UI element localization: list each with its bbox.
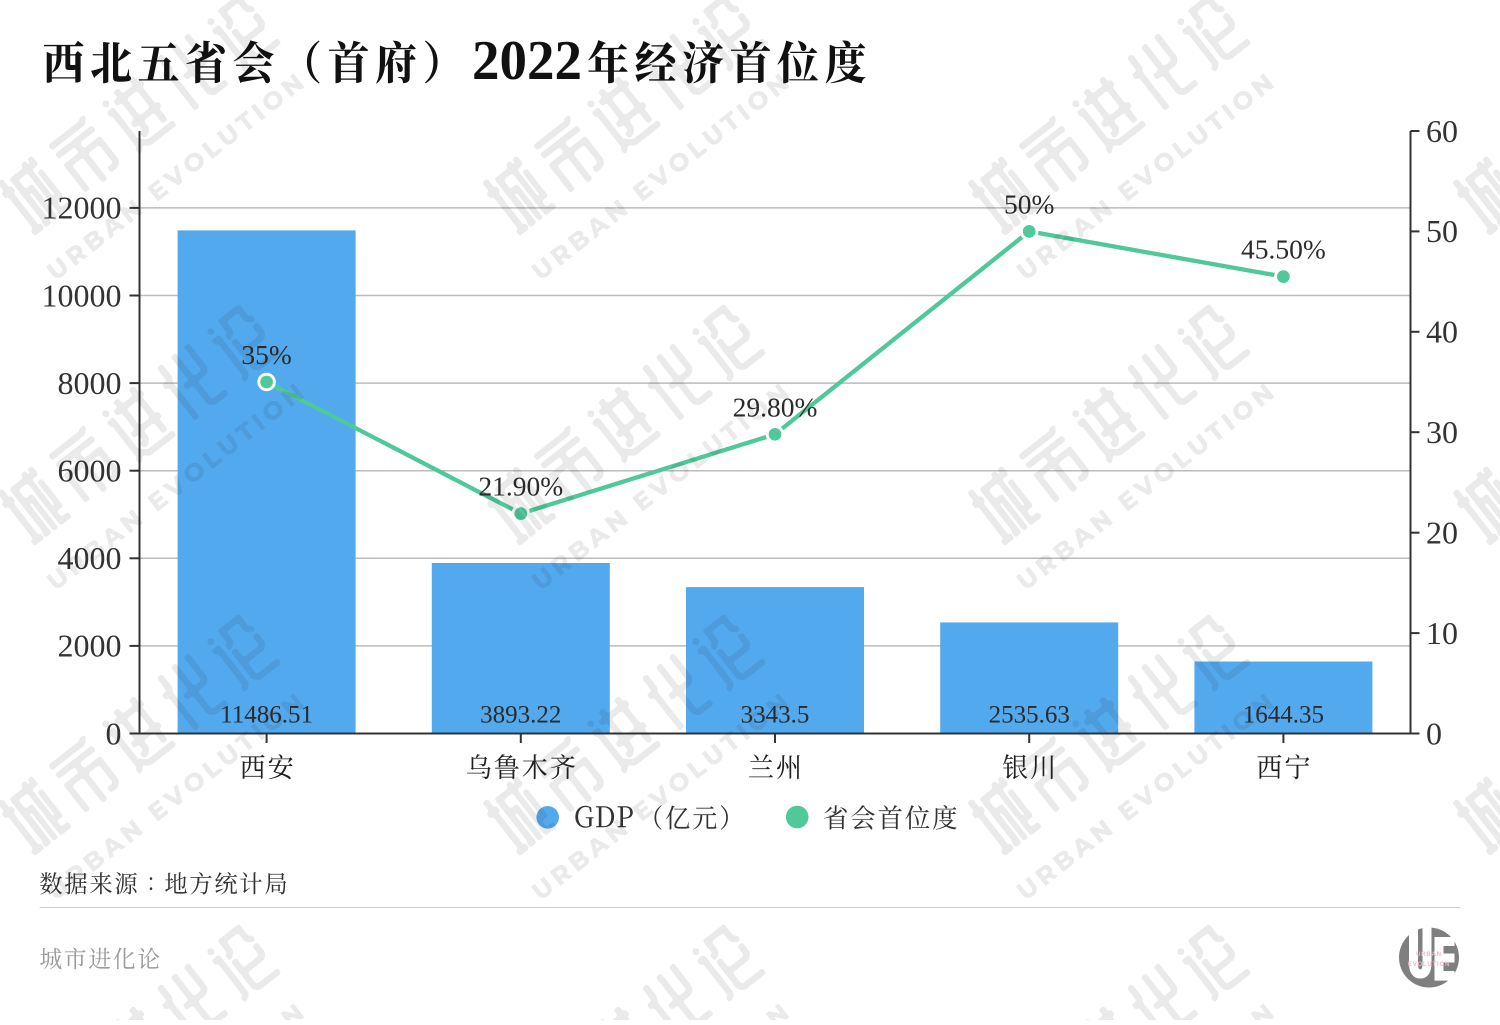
svg-text:10: 10 — [1426, 615, 1458, 651]
svg-text:45.50%: 45.50% — [1241, 234, 1326, 265]
svg-text:EVOLUTION: EVOLUTION — [1408, 962, 1450, 968]
svg-text:40: 40 — [1426, 314, 1458, 350]
svg-text:50: 50 — [1426, 213, 1458, 249]
svg-text:8000: 8000 — [58, 365, 122, 401]
svg-text:20: 20 — [1426, 515, 1458, 551]
svg-text:0: 0 — [1426, 715, 1442, 751]
svg-text:30: 30 — [1426, 414, 1458, 450]
svg-text:URBAN: URBAN — [1416, 952, 1442, 958]
svg-text:10000: 10000 — [42, 277, 122, 313]
svg-text:3893.22: 3893.22 — [480, 702, 561, 729]
svg-text:2535.63: 2535.63 — [989, 702, 1070, 729]
svg-text:2022: 2022 — [472, 30, 582, 92]
svg-text:2000: 2000 — [58, 628, 122, 664]
svg-text:60: 60 — [1426, 113, 1458, 149]
